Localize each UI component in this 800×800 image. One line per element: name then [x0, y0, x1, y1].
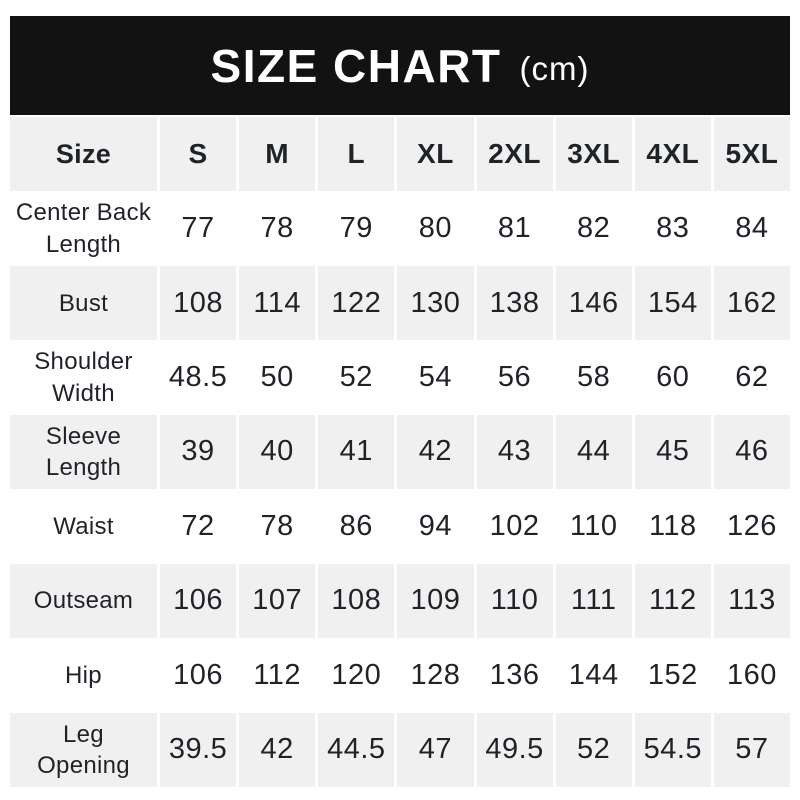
- value-cell: 79: [339, 212, 373, 245]
- value-cell: 138: [476, 265, 553, 341]
- value-cell: 112: [253, 658, 302, 691]
- value-cell: 80: [418, 212, 453, 245]
- value-cell: 46: [713, 414, 790, 490]
- value-cell: 40: [239, 414, 316, 490]
- value-cell: 110: [569, 509, 618, 542]
- value-cell: 45: [634, 414, 711, 490]
- value-cell: 58: [577, 361, 611, 394]
- value-cell: 144: [568, 658, 619, 691]
- value-cell: 39: [160, 414, 237, 490]
- value-cell: 78: [260, 212, 294, 245]
- value-cell: 86: [339, 509, 373, 542]
- value-cell: 82: [577, 212, 611, 245]
- value-cell: 54.5: [634, 712, 711, 787]
- table-row-outseam: Outseam 106 107 108 109 110 111 112 113: [10, 563, 790, 639]
- header-cell: S: [160, 117, 237, 192]
- table-row-sleeve-length: Sleeve Length 39 40 41 42 43 44 45 46: [10, 414, 790, 490]
- value-cell: 39.5: [160, 712, 237, 787]
- header-cell-size: Size: [10, 117, 157, 192]
- value-cell: 154: [634, 265, 711, 341]
- value-cell: 62: [735, 361, 769, 394]
- value-cell: 54: [418, 361, 453, 394]
- value-cell: 50: [260, 361, 294, 394]
- value-cell: 52: [555, 712, 632, 787]
- header-cell: 2XL: [476, 117, 553, 192]
- value-cell: 56: [497, 361, 532, 394]
- value-cell: 128: [410, 658, 461, 691]
- size-table: Size S M L XL 2XL 3XL 4XL 5XL Center Bac…: [10, 117, 790, 787]
- page-title: SIZE CHART: [210, 39, 502, 92]
- header-cell: M: [239, 117, 316, 192]
- value-cell: 44: [555, 414, 632, 490]
- value-cell: 111: [555, 563, 632, 639]
- value-cell: 94: [418, 509, 453, 542]
- value-cell: 41: [318, 414, 395, 490]
- value-cell: 49.5: [476, 712, 553, 787]
- value-cell: 42: [239, 712, 316, 787]
- value-cell: 152: [647, 658, 698, 691]
- value-cell: 109: [397, 563, 474, 639]
- value-cell: 130: [397, 265, 474, 341]
- value-cell: 120: [331, 658, 382, 691]
- value-cell: 122: [318, 265, 395, 341]
- header-cell: 5XL: [713, 117, 790, 192]
- value-cell: 146: [555, 265, 632, 341]
- row-label: Bust: [10, 265, 157, 341]
- value-cell: 108: [318, 563, 395, 639]
- header-cell: 4XL: [634, 117, 711, 192]
- value-cell: 83: [656, 212, 690, 245]
- table-row-center-back-length: Center Back Length 77 78 79 80 81 82 83 …: [10, 191, 790, 265]
- value-cell: 57: [713, 712, 790, 787]
- value-cell: 81: [497, 212, 532, 245]
- table-row-waist: Waist 72 78 86 94 102 110 118 126: [10, 489, 790, 563]
- value-cell: 118: [648, 509, 697, 542]
- row-label: Outseam: [10, 563, 157, 639]
- row-label: Waist: [53, 512, 114, 540]
- value-cell: 126: [726, 509, 777, 542]
- row-label: Hip: [65, 661, 102, 689]
- value-cell: 106: [160, 563, 237, 639]
- value-cell: 112: [634, 563, 711, 639]
- value-cell: 48.5: [168, 361, 228, 394]
- value-cell: 60: [656, 361, 690, 394]
- value-cell: 108: [160, 265, 237, 341]
- value-cell: 106: [173, 658, 223, 691]
- value-cell: 114: [239, 265, 316, 341]
- value-cell: 43: [476, 414, 553, 490]
- unit-label: (cm): [519, 49, 590, 87]
- value-cell: 107: [239, 563, 316, 639]
- value-cell: 84: [735, 212, 769, 245]
- table-header-row: Size S M L XL 2XL 3XL 4XL 5XL: [10, 117, 790, 192]
- value-cell: 162: [713, 265, 790, 341]
- value-cell: 44.5: [318, 712, 395, 787]
- value-cell: 78: [260, 509, 294, 542]
- table-row-hip: Hip 106 112 120 128 136 144 152 160: [10, 638, 790, 712]
- value-cell: 42: [397, 414, 474, 490]
- value-cell: 47: [397, 712, 474, 787]
- value-cell: 110: [476, 563, 553, 639]
- row-label: Shoulder Width: [34, 348, 133, 407]
- value-cell: 52: [339, 361, 373, 394]
- value-cell: 77: [181, 212, 215, 245]
- row-label: Leg Opening: [10, 712, 157, 787]
- row-label: Center Back Length: [15, 199, 152, 258]
- header-cell: XL: [397, 117, 474, 192]
- table-row-bust: Bust 108 114 122 130 138 146 154 162: [10, 265, 790, 341]
- value-cell: 136: [489, 658, 540, 691]
- table-row-leg-opening: Leg Opening 39.5 42 44.5 47 49.5 52 54.5…: [10, 712, 790, 787]
- row-label: Sleeve Length: [10, 414, 157, 490]
- table-row-shoulder-width: Shoulder Width 48.5 50 52 54 56 58 60 62: [10, 340, 790, 414]
- header-cell: 3XL: [555, 117, 632, 192]
- header-cell: L: [318, 117, 395, 192]
- value-cell: 113: [713, 563, 790, 639]
- title-banner: SIZE CHART (cm): [10, 16, 790, 115]
- value-cell: 102: [489, 509, 540, 542]
- value-cell: 160: [726, 658, 777, 691]
- value-cell: 72: [181, 509, 215, 542]
